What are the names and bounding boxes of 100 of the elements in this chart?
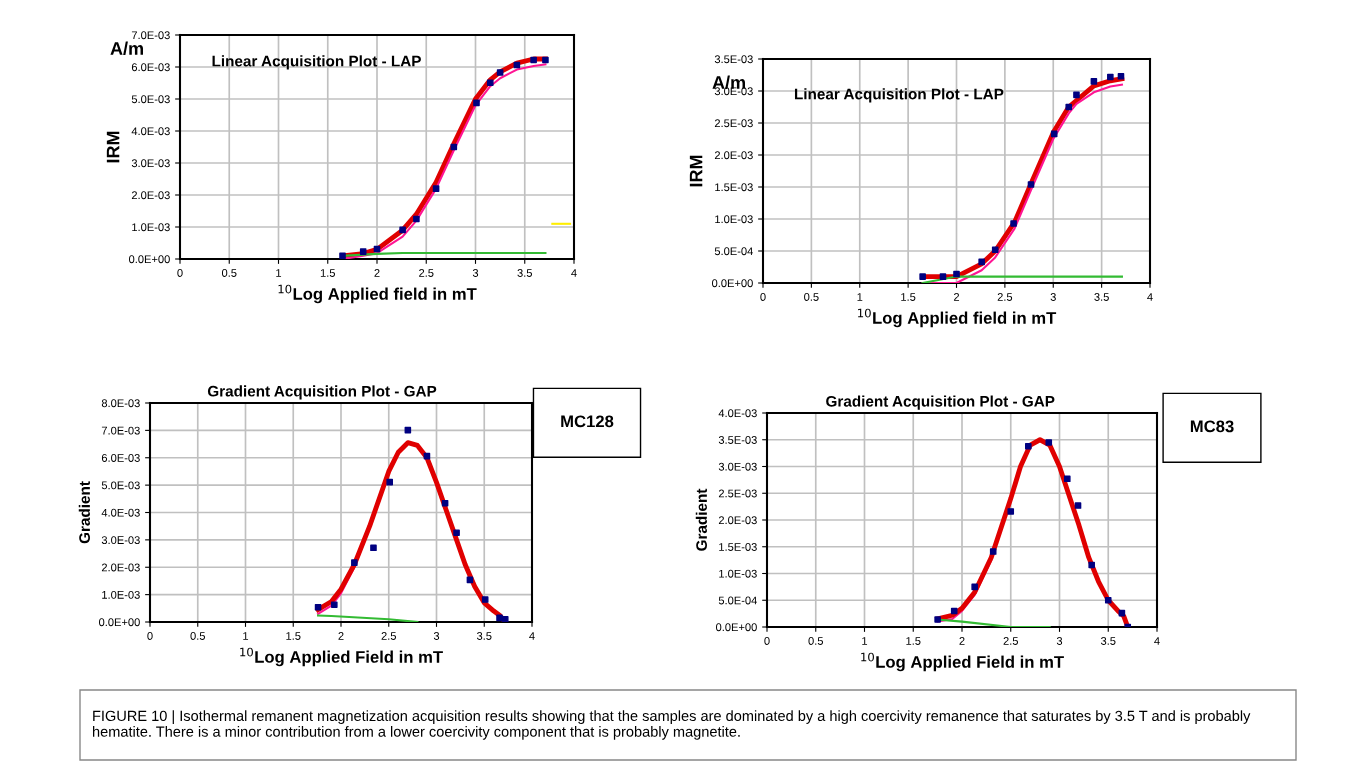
y-tick-label: 2.0E-03 <box>131 191 170 200</box>
point <box>1088 561 1095 569</box>
y-tick-label: 6.0E-03 <box>131 63 170 72</box>
x-tick-label: 0 <box>147 632 153 640</box>
point <box>919 273 926 280</box>
x-tick-label: 3.5 <box>1100 637 1116 645</box>
y-tick-label: 2.0E-03 <box>101 563 140 572</box>
x-tick-label: 3 <box>433 632 440 640</box>
x-tick-label: 1 <box>862 637 868 645</box>
point <box>1064 475 1071 483</box>
y-tick-label: 3.5E-03 <box>718 436 757 444</box>
text: MC128 <box>561 415 614 428</box>
text: Linear Acquisition Plot - LAP <box>794 88 1004 103</box>
y-axis-title: IRM <box>106 131 120 163</box>
point <box>496 614 503 622</box>
point <box>370 544 377 552</box>
y-tick-label: 4.0E-03 <box>718 409 757 418</box>
point <box>486 79 494 86</box>
point <box>1007 508 1015 515</box>
point <box>1050 130 1058 138</box>
x-tick-label: 0.5 <box>221 269 237 277</box>
x-axis-title: $^{10}$Log Applied field in mT <box>858 308 1057 328</box>
x-tick-label: 3.5 <box>476 632 492 640</box>
x-tick-label: 3 <box>1050 293 1056 301</box>
point <box>1010 220 1017 227</box>
y-tick-label: 2.0E-03 <box>718 516 757 525</box>
y-tick-label: 1.0E-03 <box>132 223 170 232</box>
caption: FIGURE 10 | Isothermal remanent magnetization acquisition results showing that the samples are dominated by a high coercivity remanence that saturates by 3.5 T and is probably hematite. There is a minor contribution from a lower coercivity component that is probably magnetite. <box>93 710 1251 740</box>
point <box>1027 181 1035 188</box>
x-tick-label: 3.5 <box>1094 293 1109 301</box>
y-tick-label: 5.0E-04 <box>714 247 753 256</box>
point <box>339 252 346 259</box>
line-series <box>317 614 419 622</box>
x-tick-label: 0 <box>760 293 766 301</box>
x-axis-title: $^{10}$Log Applied Field in mT <box>240 647 443 667</box>
y-tick-label: 8.0E-03 <box>101 399 140 408</box>
point <box>989 548 997 555</box>
point <box>542 56 549 64</box>
y-tick-label: 2.0E-03 <box>714 151 753 160</box>
x-tick-label: 3.5 <box>517 269 533 277</box>
point <box>413 215 420 223</box>
y-axis-title: IRM <box>689 155 703 187</box>
x-tick-label: 0 <box>177 269 183 277</box>
point <box>1073 91 1080 99</box>
y-tick-label: 1.0E-03 <box>102 590 140 599</box>
y-tick-label: 3.0E-03 <box>101 536 140 545</box>
y-tick-label: 5.0E-03 <box>131 95 170 104</box>
chart-title: Gradient Acquisition Plot - GAP <box>826 395 1055 410</box>
point <box>496 69 504 76</box>
y-tick-label: 3.5E-03 <box>714 55 753 64</box>
y-tick-label: 5.0E-04 <box>718 596 757 605</box>
point <box>971 583 978 591</box>
y-tick-label: 7.0E-03 <box>131 31 170 40</box>
x-tick-label: 1 <box>276 269 282 277</box>
point <box>1025 442 1032 450</box>
point <box>1117 72 1125 80</box>
y-tick-label: 1.0E-03 <box>719 569 757 578</box>
x-tick-label: 2.5 <box>997 293 1013 301</box>
x-tick-label: 0.5 <box>808 637 824 645</box>
point <box>359 248 367 255</box>
x-tick-label: 2 <box>338 632 344 640</box>
x-tick-label: 1.5 <box>901 293 916 301</box>
point <box>991 246 999 254</box>
x-tick-label: 0.5 <box>190 632 206 640</box>
y-tick-label: 6.0E-03 <box>101 454 140 462</box>
y-tick-label: 1.5E-03 <box>719 543 757 551</box>
x-tick-label: 2.5 <box>419 269 434 277</box>
x-tick-label: 3 <box>1056 637 1063 645</box>
point <box>978 258 985 266</box>
chart-title: Gradient Acquisition Plot - GAP <box>207 385 437 400</box>
point <box>314 603 322 611</box>
y-tick-label: 0.0E+00 <box>129 255 170 264</box>
point <box>953 270 960 278</box>
x-tick-label: 1 <box>857 293 863 301</box>
point <box>453 529 460 537</box>
x-tick-label: 4 <box>529 632 535 640</box>
point <box>1065 103 1073 111</box>
x-tick-label: 4 <box>571 269 577 277</box>
x-tick-label: 1.5 <box>286 632 301 640</box>
point <box>1107 73 1114 81</box>
y-tick-label: 7.0E-03 <box>101 426 140 435</box>
x-tick-label: 4 <box>1154 637 1160 645</box>
y-tick-label: 2.5E-03 <box>718 489 757 498</box>
y-axis-title: Gradient <box>78 481 90 544</box>
point <box>1045 439 1053 446</box>
y-tick-label: 0.0E+00 <box>99 618 140 627</box>
point <box>1104 596 1112 604</box>
y-tick-label: 3.0E-03 <box>718 462 757 471</box>
y-tick-label: 2.5E-03 <box>714 119 753 128</box>
x-tick-label: 2 <box>953 293 960 301</box>
x-tick-label: 2.5 <box>381 632 397 640</box>
y-tick-label: 4.0E-03 <box>131 127 170 136</box>
y-tick-label: 1.0E-03 <box>715 215 753 224</box>
text: A/m <box>712 75 745 90</box>
point <box>351 559 358 566</box>
x-tick-label: 2 <box>374 269 380 277</box>
point <box>331 601 338 609</box>
point <box>473 99 480 107</box>
text: A/m <box>110 41 143 56</box>
y-tick-label: 4.0E-03 <box>101 508 140 517</box>
